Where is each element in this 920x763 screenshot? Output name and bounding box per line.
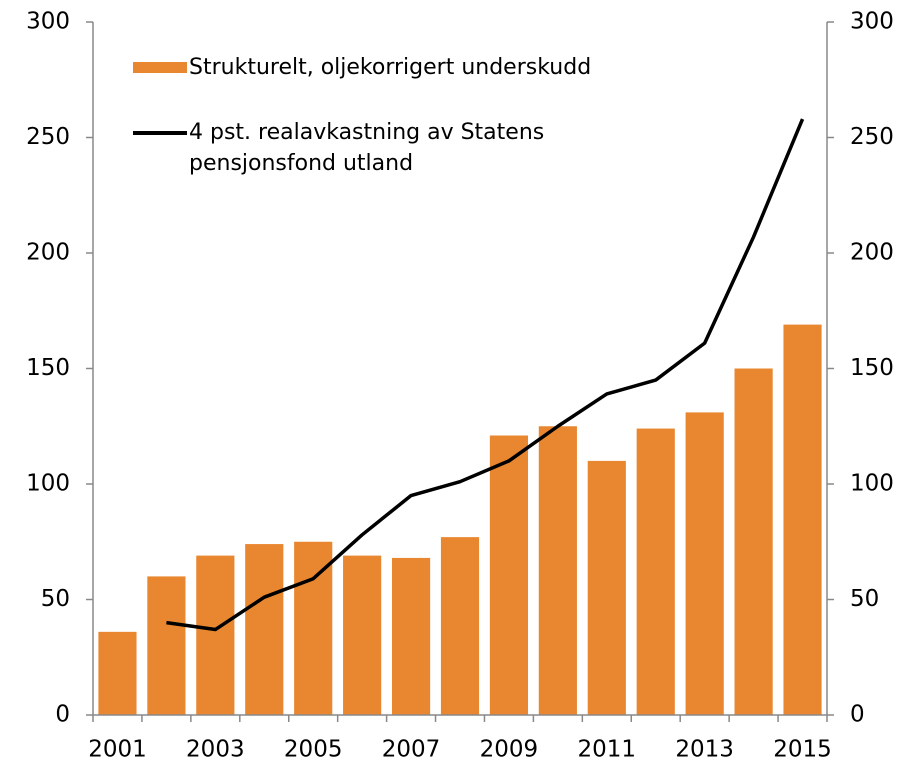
- x-tick-label: 2001: [88, 737, 147, 763]
- y2-tick-label: 50: [850, 586, 879, 612]
- legend-swatch: [133, 117, 189, 148]
- legend-swatch: [133, 52, 189, 83]
- bar: [538, 426, 577, 715]
- x-tick-label: 2011: [578, 737, 637, 763]
- bar: [391, 557, 431, 715]
- x-tick-label: 2015: [773, 737, 832, 763]
- legend: Strukturelt, oljekorrigert underskudd 4 p…: [133, 52, 633, 213]
- x-tick-label: 2007: [382, 737, 441, 763]
- y-tick-label: 200: [26, 240, 70, 266]
- y2-tick-label: 0: [850, 702, 865, 728]
- x-tick-label: 2005: [284, 737, 343, 763]
- bar: [489, 435, 529, 715]
- y2-tick-label: 200: [850, 240, 894, 266]
- legend-entry: 4 pst. realavkastning av Statens pensjon…: [133, 117, 633, 179]
- bar: [343, 555, 382, 715]
- bar: [294, 541, 333, 715]
- y-tick-label: 250: [26, 124, 70, 150]
- y2-tick-label: 150: [850, 355, 894, 381]
- legend-entry: Strukturelt, oljekorrigert underskudd: [133, 52, 633, 83]
- bar: [147, 576, 186, 715]
- y-tick-label: 150: [26, 355, 70, 381]
- y-tick-label: 0: [55, 702, 70, 728]
- y-tick-label: 100: [26, 471, 70, 497]
- y-tick-label: 300: [26, 9, 70, 35]
- y2-tick-label: 100: [850, 471, 894, 497]
- bar: [245, 544, 284, 715]
- y2-tick-label: 250: [850, 124, 894, 150]
- legend-label: Strukturelt, oljekorrigert underskudd: [189, 55, 592, 80]
- bar: [636, 428, 675, 715]
- line: [166, 118, 805, 632]
- x-tick-label: 2013: [675, 737, 734, 763]
- bar: [98, 631, 137, 715]
- y-tick-label: 50: [41, 586, 70, 612]
- x-tick-label: 2003: [186, 737, 245, 763]
- bar: [734, 368, 773, 715]
- y2-tick-label: 300: [850, 9, 894, 35]
- bar: [783, 324, 822, 715]
- bar: [587, 460, 626, 715]
- bar: [440, 537, 480, 715]
- bar: [196, 555, 235, 715]
- bar: [685, 412, 724, 715]
- legend-label: 4 pst. realavkastning av Statens pensjon…: [189, 120, 545, 176]
- x-tick-label: 2009: [480, 737, 539, 763]
